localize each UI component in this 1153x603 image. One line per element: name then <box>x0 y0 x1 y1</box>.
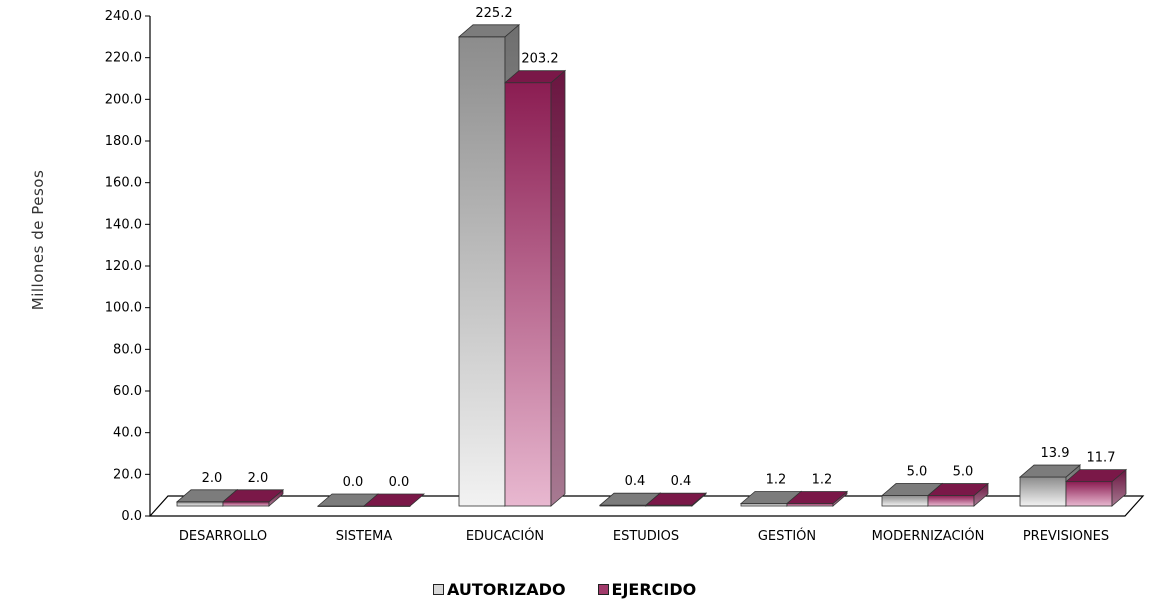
x-tick-label: SISTEMA <box>336 529 393 544</box>
legend: AUTORIZADO EJERCIDO <box>433 580 696 599</box>
y-tick-label: 240.0 <box>105 9 142 24</box>
y-tick-label: 200.0 <box>105 92 142 107</box>
legend-swatch-autorizado <box>433 584 444 595</box>
y-tick-label: 20.0 <box>113 467 142 482</box>
y-tick-label: 180.0 <box>105 134 142 149</box>
y-tick-label: 40.0 <box>113 426 142 441</box>
data-label: 5.0 <box>953 465 974 480</box>
y-tick-label: 80.0 <box>113 342 142 357</box>
bar-ejercido-3 <box>644 492 708 507</box>
data-label: 0.4 <box>625 474 646 489</box>
labels: 2.0 2.0 DESARROLLO 0.0 0.0 SISTEMA 225.2 203.2 E… <box>179 6 1116 544</box>
y-tick-label: 220.0 <box>105 51 142 66</box>
y-axis-label: Millones de Pesos <box>29 170 47 311</box>
bar-front <box>927 495 975 507</box>
bar-ejercido-1 <box>362 493 426 507</box>
y-tick-label: 0.0 <box>121 509 142 524</box>
legend-swatch-ejercido <box>597 584 609 595</box>
bar-top <box>785 491 849 504</box>
y-tick-label: 160.0 <box>105 176 142 191</box>
y-axis: 0.0 20.0 40.0 60.0 80.0 100.0 120.0 140.0 160.0 1… <box>105 9 151 524</box>
bar-top <box>503 70 567 84</box>
data-label: 203.2 <box>521 52 558 67</box>
bars <box>175 23 1128 507</box>
x-tick-label: MODERNIZACIÓN <box>872 528 985 544</box>
bar-ejercido-5 <box>926 482 990 507</box>
bar-ejercido-2 <box>503 69 567 507</box>
bar-top <box>1018 464 1082 478</box>
bar-side <box>550 69 566 507</box>
bar-ejercido-4 <box>785 490 849 507</box>
data-label: 2.0 <box>248 471 269 486</box>
data-label: 1.2 <box>812 473 833 488</box>
data-label: 2.0 <box>202 471 223 486</box>
data-label: 5.0 <box>907 465 928 480</box>
bar-top <box>362 493 426 507</box>
y-tick-label: 60.0 <box>113 384 142 399</box>
legend-item-ejercido: EJERCIDO <box>597 580 697 599</box>
bar-top <box>221 489 285 503</box>
y-tick-label: 120.0 <box>105 259 142 274</box>
legend-item-autorizado: AUTORIZADO <box>433 580 566 599</box>
bar-front <box>222 501 270 507</box>
y-tick-label: 140.0 <box>105 217 142 232</box>
bar-top <box>1064 469 1128 483</box>
bar-front <box>1019 476 1067 507</box>
data-label: 1.2 <box>766 473 787 488</box>
bar-front <box>504 82 552 507</box>
x-tick-label: PREVISIONES <box>1023 529 1109 544</box>
bar-ejercido-6 <box>1064 468 1128 507</box>
data-label: 0.4 <box>671 474 692 489</box>
bar-front <box>1065 481 1113 507</box>
bar-front <box>176 501 224 507</box>
data-label: 13.9 <box>1041 446 1070 461</box>
x-tick-label: DESARROLLO <box>179 529 267 544</box>
bar-top <box>457 24 521 38</box>
bar-ejercido-0 <box>221 488 285 507</box>
bar-front <box>458 36 506 507</box>
legend-label-ejercido: EJERCIDO <box>611 580 697 599</box>
data-label: 225.2 <box>475 6 512 21</box>
data-label: 0.0 <box>343 475 364 490</box>
x-tick-label: ESTUDIOS <box>613 529 679 544</box>
bar-front <box>881 495 929 507</box>
bar-top <box>644 492 708 506</box>
data-label: 0.0 <box>389 475 410 490</box>
legend-label-autorizado: AUTORIZADO <box>447 580 566 599</box>
bar-top <box>926 483 990 496</box>
y-tick-label: 100.0 <box>105 301 142 316</box>
x-tick-label: GESTIÓN <box>758 528 816 544</box>
data-label: 11.7 <box>1087 451 1116 466</box>
x-tick-label: EDUCACIÓN <box>466 528 544 544</box>
